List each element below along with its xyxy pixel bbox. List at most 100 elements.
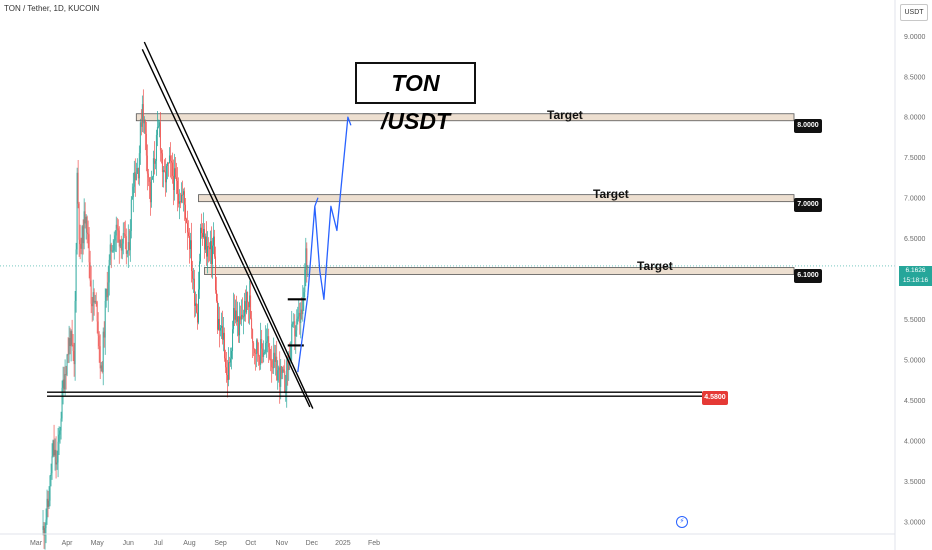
candle-body bbox=[292, 322, 294, 325]
candle-body bbox=[109, 244, 111, 260]
candle-body bbox=[305, 248, 307, 270]
candle-body bbox=[98, 335, 100, 347]
candle-body bbox=[159, 122, 161, 151]
candle-body bbox=[186, 218, 187, 224]
candle-body bbox=[274, 352, 276, 362]
candle-body bbox=[271, 360, 273, 368]
candle-body bbox=[299, 312, 301, 324]
y-tick-label: 8.5000 bbox=[904, 74, 926, 81]
candle-body bbox=[262, 348, 264, 357]
candle-body bbox=[300, 309, 302, 324]
candle-body bbox=[276, 356, 278, 381]
x-tick-label: Jun bbox=[123, 540, 134, 547]
candle-body bbox=[54, 449, 56, 456]
candle-body bbox=[51, 456, 53, 474]
candle-body bbox=[134, 172, 136, 181]
candle-body bbox=[286, 360, 288, 391]
candle-body bbox=[126, 250, 128, 254]
target-tag-8: 8.0000 bbox=[794, 119, 822, 133]
x-tick-label: May bbox=[91, 540, 105, 547]
candle-body bbox=[202, 233, 203, 238]
candle-body bbox=[201, 227, 202, 234]
candle-body bbox=[295, 330, 297, 337]
candle-body bbox=[64, 374, 66, 390]
candle-body bbox=[169, 155, 171, 161]
y-tick-label: 4.0000 bbox=[904, 438, 926, 445]
flash-icon[interactable]: ⚡ bbox=[676, 516, 688, 528]
x-tick-label: Sep bbox=[214, 540, 227, 547]
candle-body bbox=[155, 134, 157, 161]
candle-body bbox=[156, 127, 158, 135]
candle-body bbox=[67, 354, 69, 356]
x-tick-label: Jul bbox=[154, 540, 163, 547]
candle-body bbox=[234, 308, 236, 320]
candle-body bbox=[187, 223, 188, 233]
candle-body bbox=[63, 379, 65, 390]
candle-body bbox=[122, 233, 124, 244]
currency-button[interactable]: USDT bbox=[900, 4, 928, 21]
candle-body bbox=[282, 369, 284, 373]
candle-body bbox=[157, 126, 159, 128]
candle-body bbox=[207, 246, 208, 257]
candle-body bbox=[188, 232, 189, 237]
candle-body bbox=[211, 241, 212, 264]
candle-body bbox=[246, 291, 248, 313]
candle-body bbox=[263, 352, 265, 357]
y-tick-label: 5.0000 bbox=[904, 358, 926, 365]
candle-body bbox=[191, 240, 192, 271]
candle-body bbox=[161, 153, 163, 173]
candle-body bbox=[224, 332, 226, 359]
candle-body bbox=[104, 301, 106, 338]
x-tick-label: Mar bbox=[30, 540, 43, 547]
candle-body bbox=[79, 239, 81, 245]
candle-body bbox=[283, 369, 285, 372]
target-label-1: Target bbox=[547, 108, 583, 122]
candle-body bbox=[250, 295, 252, 319]
candle-body bbox=[218, 318, 219, 330]
candle-body bbox=[57, 441, 59, 463]
candle-body bbox=[190, 240, 191, 250]
candle-body bbox=[297, 316, 299, 319]
x-tick-label: Oct bbox=[245, 540, 256, 547]
candle-body bbox=[91, 303, 93, 307]
candle-body bbox=[204, 228, 205, 250]
candle-body bbox=[111, 250, 113, 252]
candle-body bbox=[277, 370, 279, 381]
candle-body bbox=[86, 216, 88, 233]
candle-body bbox=[43, 526, 45, 536]
candle-body bbox=[212, 245, 213, 264]
candle-body bbox=[100, 365, 102, 369]
candle-body bbox=[166, 163, 168, 166]
x-tick-label: Feb bbox=[368, 540, 380, 547]
candle-body bbox=[55, 449, 57, 465]
candle-body bbox=[151, 177, 153, 180]
candle-body bbox=[307, 265, 309, 268]
candle-body bbox=[181, 194, 183, 196]
candle-body bbox=[103, 331, 105, 338]
candle-body bbox=[223, 332, 225, 340]
candle-body bbox=[306, 248, 308, 268]
candle-body bbox=[71, 331, 73, 345]
last-price-tag: 6.1626 15:18:16 bbox=[899, 266, 932, 286]
trendlines bbox=[0, 41, 895, 409]
chart-headline: TON /USDT bbox=[355, 62, 476, 134]
candle-body bbox=[257, 340, 259, 354]
y-tick-label: 8.0000 bbox=[904, 115, 926, 122]
x-tick-label: Aug bbox=[183, 540, 196, 547]
candle-body bbox=[203, 228, 204, 238]
candle-body bbox=[110, 244, 112, 252]
candle-body bbox=[87, 232, 89, 235]
y-tick-label: 3.5000 bbox=[904, 479, 926, 486]
candle-body bbox=[237, 316, 239, 322]
candle-body bbox=[130, 199, 132, 231]
candle-body bbox=[68, 338, 70, 355]
x-tick-label: Dec bbox=[306, 540, 319, 547]
candle-body bbox=[42, 526, 44, 530]
y-tick-label: 7.0000 bbox=[904, 196, 926, 203]
candle-body bbox=[296, 318, 298, 331]
candle-body bbox=[168, 155, 170, 164]
candle-body bbox=[144, 119, 146, 134]
candle-body bbox=[80, 244, 82, 249]
